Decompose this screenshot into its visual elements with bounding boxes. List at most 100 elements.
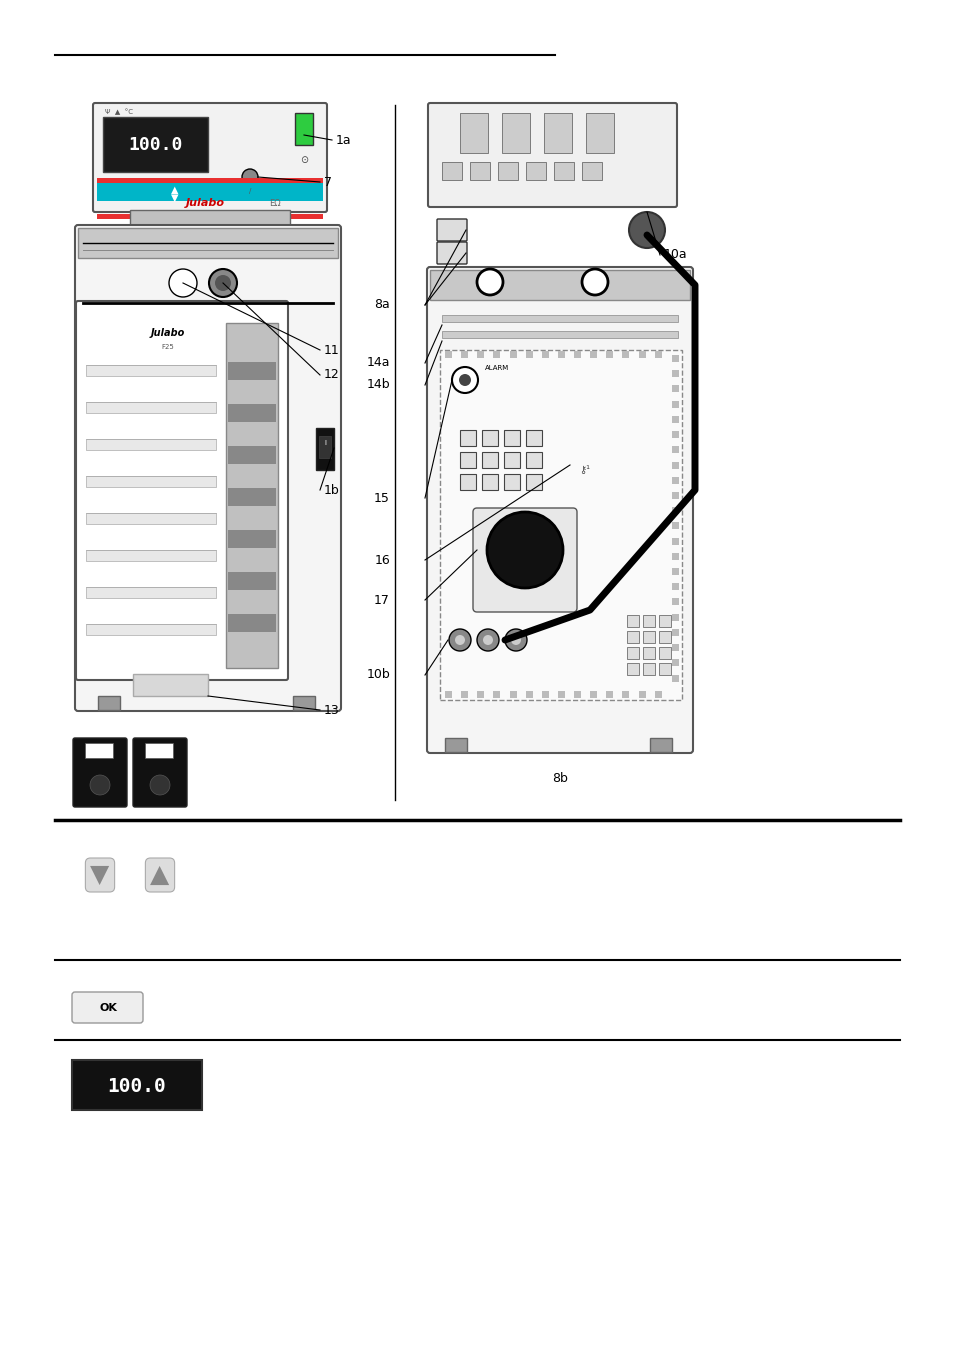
- Circle shape: [628, 212, 664, 249]
- Bar: [671, 553, 679, 559]
- Bar: [541, 351, 548, 358]
- Bar: [654, 690, 661, 698]
- Bar: [501, 113, 530, 153]
- Bar: [525, 690, 532, 698]
- Bar: [654, 351, 661, 358]
- Text: 10b: 10b: [366, 669, 390, 681]
- Bar: [671, 385, 679, 392]
- Bar: [671, 659, 679, 666]
- Bar: [293, 696, 314, 711]
- Bar: [621, 690, 629, 698]
- Bar: [525, 351, 532, 358]
- Bar: [671, 538, 679, 544]
- Circle shape: [511, 635, 520, 644]
- Bar: [671, 492, 679, 499]
- Bar: [503, 474, 519, 490]
- Text: /: /: [249, 188, 251, 195]
- Bar: [543, 113, 572, 153]
- Text: 100.0: 100.0: [128, 135, 182, 154]
- Bar: [642, 663, 655, 676]
- Bar: [671, 446, 679, 454]
- Bar: [554, 162, 574, 180]
- Bar: [671, 523, 679, 530]
- FancyBboxPatch shape: [76, 301, 288, 680]
- Circle shape: [504, 630, 526, 651]
- Bar: [574, 351, 580, 358]
- Bar: [541, 690, 548, 698]
- Bar: [460, 690, 468, 698]
- Bar: [671, 401, 679, 408]
- Circle shape: [581, 269, 607, 295]
- Text: 7: 7: [324, 176, 332, 189]
- Bar: [626, 647, 639, 659]
- Bar: [671, 598, 679, 605]
- Bar: [228, 530, 275, 549]
- Text: 17: 17: [374, 593, 390, 607]
- Bar: [470, 162, 490, 180]
- Bar: [430, 270, 689, 300]
- Text: 14a: 14a: [366, 357, 390, 370]
- FancyBboxPatch shape: [132, 738, 187, 807]
- Bar: [444, 738, 467, 753]
- Bar: [86, 476, 215, 486]
- Bar: [444, 690, 452, 698]
- Circle shape: [486, 512, 562, 588]
- Bar: [671, 613, 679, 620]
- Bar: [671, 370, 679, 377]
- Bar: [226, 323, 277, 667]
- Bar: [497, 162, 517, 180]
- Bar: [642, 615, 655, 627]
- Bar: [574, 690, 580, 698]
- Bar: [315, 428, 334, 470]
- Text: ⚷¹: ⚷¹: [578, 465, 590, 476]
- Text: Julabo: Julabo: [151, 328, 185, 338]
- Bar: [459, 474, 476, 490]
- Bar: [525, 474, 541, 490]
- FancyBboxPatch shape: [92, 103, 327, 212]
- FancyBboxPatch shape: [73, 738, 127, 807]
- Bar: [659, 663, 670, 676]
- Bar: [459, 430, 476, 446]
- Bar: [590, 351, 597, 358]
- Bar: [481, 430, 497, 446]
- Bar: [86, 365, 215, 376]
- FancyBboxPatch shape: [427, 267, 692, 753]
- Bar: [606, 351, 613, 358]
- Bar: [228, 613, 275, 632]
- Circle shape: [90, 775, 110, 794]
- Text: 12: 12: [324, 369, 339, 381]
- Bar: [86, 624, 215, 635]
- Bar: [78, 228, 337, 258]
- Bar: [86, 403, 215, 413]
- Bar: [294, 113, 313, 145]
- Bar: [481, 474, 497, 490]
- Circle shape: [242, 169, 257, 185]
- Bar: [441, 315, 678, 322]
- Text: OK: OK: [99, 1002, 117, 1013]
- Bar: [558, 351, 564, 358]
- Text: 1a: 1a: [335, 134, 352, 146]
- FancyBboxPatch shape: [436, 242, 467, 263]
- Text: 10a: 10a: [663, 249, 687, 262]
- FancyBboxPatch shape: [436, 219, 467, 240]
- Circle shape: [209, 269, 236, 297]
- Bar: [642, 631, 655, 643]
- Bar: [621, 351, 629, 358]
- Bar: [659, 631, 670, 643]
- Text: I: I: [324, 440, 326, 446]
- Bar: [626, 663, 639, 676]
- Circle shape: [476, 269, 502, 295]
- Bar: [671, 644, 679, 651]
- Circle shape: [452, 367, 477, 393]
- Bar: [130, 209, 290, 228]
- Bar: [318, 436, 331, 458]
- Bar: [228, 571, 275, 590]
- Bar: [525, 162, 545, 180]
- Circle shape: [455, 635, 464, 644]
- Bar: [671, 567, 679, 576]
- Bar: [671, 674, 679, 681]
- Bar: [671, 431, 679, 438]
- FancyBboxPatch shape: [71, 992, 143, 1023]
- FancyBboxPatch shape: [428, 103, 677, 207]
- Text: ▲: ▲: [172, 185, 178, 195]
